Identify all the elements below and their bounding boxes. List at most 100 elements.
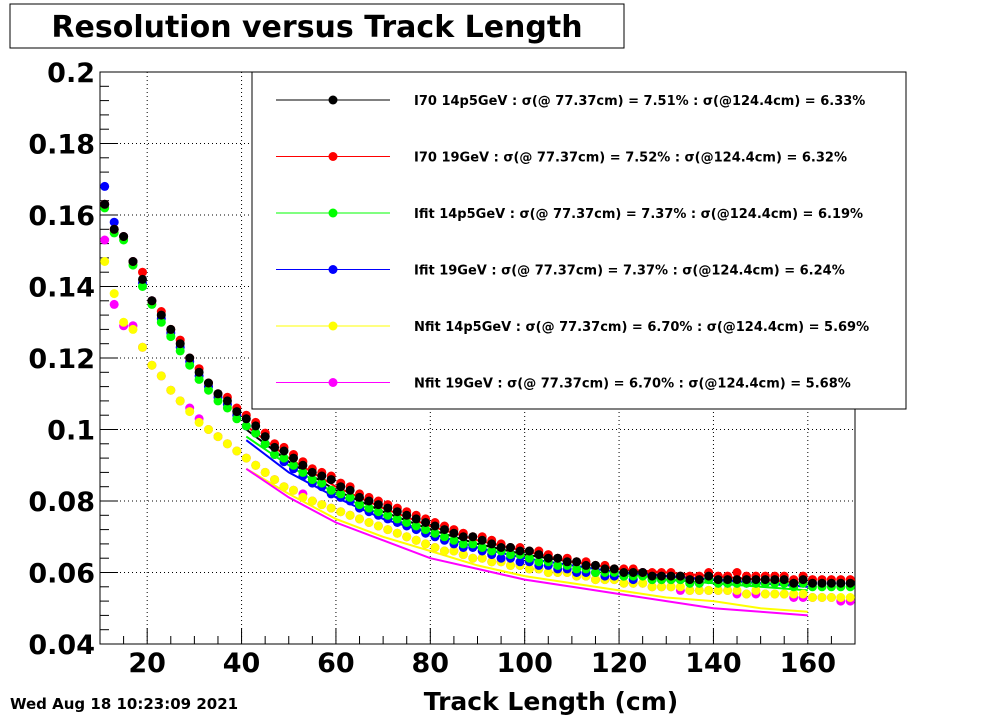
data-point — [241, 421, 251, 431]
data-point — [515, 546, 525, 556]
title-box — [9, 3, 625, 49]
data-point — [836, 578, 846, 588]
legend-marker — [328, 321, 338, 331]
data-point — [175, 346, 185, 356]
data-point — [241, 453, 251, 463]
data-point — [289, 460, 298, 470]
legend-marker — [328, 378, 338, 387]
data-point — [232, 446, 242, 456]
data-point — [194, 374, 204, 384]
y-tick-label: 0.1 — [47, 416, 95, 447]
data-point — [109, 217, 119, 227]
data-point — [779, 575, 789, 585]
data-point — [185, 353, 195, 363]
data-point — [468, 553, 478, 563]
data-point — [421, 518, 431, 527]
data-point — [298, 467, 308, 477]
data-point — [449, 535, 459, 545]
data-point — [204, 425, 213, 434]
data-point — [317, 471, 327, 481]
data-point — [279, 482, 289, 492]
data-point — [487, 546, 497, 556]
data-point — [506, 550, 515, 560]
data-point — [326, 503, 336, 513]
data-point — [458, 550, 468, 560]
x-tick-label: 120 — [591, 648, 647, 679]
data-point — [770, 589, 780, 599]
data-point — [477, 553, 487, 563]
data-point — [289, 485, 298, 495]
data-point — [119, 317, 129, 327]
data-point — [477, 535, 487, 545]
data-point — [402, 510, 412, 520]
legend-box — [251, 71, 907, 410]
data-point — [175, 396, 185, 406]
axes: 20 40 60 80 100 120 140 160 0.04 0.06 0.08 0.1 0.12 0… — [28, 58, 836, 679]
legend-label: Nfit 19GeV : σ(@ 77.37cm) = 6.70% : σ(@1… — [414, 377, 851, 392]
data-point — [600, 564, 610, 574]
data-point — [506, 543, 515, 552]
data-point — [138, 267, 147, 277]
legend-label: I70 19GeV : σ(@ 77.37cm) = 7.52% : σ(@12… — [414, 151, 847, 166]
data-point — [845, 578, 855, 588]
data-point — [345, 492, 355, 502]
data-point — [138, 282, 147, 291]
data-point — [270, 475, 280, 485]
data-point — [175, 339, 185, 349]
data-point — [581, 560, 591, 570]
data-point — [666, 582, 676, 592]
data-point — [392, 528, 402, 538]
data-point — [364, 518, 374, 527]
fit-curves — [245, 425, 808, 617]
data-point — [232, 407, 242, 417]
legend: I70 14p5GeV : σ(@ 77.37cm) = 7.51% : σ(@… — [251, 71, 907, 410]
data-point — [392, 514, 402, 524]
data-point — [638, 568, 648, 577]
data-point — [355, 492, 364, 502]
data-point — [591, 560, 600, 570]
data-point — [411, 521, 421, 531]
fit-curve — [245, 467, 808, 613]
data-point — [836, 593, 846, 602]
data-point — [251, 421, 261, 431]
data-point — [222, 396, 232, 406]
data-point — [572, 557, 582, 567]
data-point — [449, 528, 459, 538]
data-point — [213, 432, 223, 442]
data-point — [468, 539, 478, 549]
data-point — [355, 514, 364, 524]
data-point — [194, 367, 204, 377]
fit-curve — [245, 439, 808, 588]
data-point — [647, 582, 657, 592]
data-point — [355, 500, 364, 510]
data-point — [742, 589, 751, 599]
data-point — [156, 371, 166, 381]
data-point — [307, 475, 317, 485]
data-point — [411, 514, 421, 524]
data-point — [496, 553, 506, 563]
fit-curve — [245, 467, 808, 617]
data-point — [440, 525, 449, 535]
data-point — [657, 582, 666, 592]
data-point — [732, 568, 742, 577]
data-point — [307, 467, 317, 477]
data-point — [609, 564, 619, 574]
data-point — [826, 578, 836, 588]
data-point — [298, 492, 308, 502]
y-tick-label: 0.14 — [28, 273, 95, 304]
legend-label: Ifit 19GeV : σ(@ 77.37cm) = 7.37% : σ(@1… — [414, 264, 845, 279]
data-point — [128, 257, 138, 266]
data-point — [647, 571, 657, 581]
data-point — [723, 575, 733, 585]
data-point — [260, 439, 270, 449]
data-point — [138, 342, 147, 352]
data-point — [279, 446, 289, 456]
data-point — [345, 510, 355, 520]
data-point — [751, 585, 761, 595]
data-point — [666, 571, 676, 581]
data-point — [487, 539, 497, 549]
timestamp: Wed Aug 18 10:23:09 2021 — [10, 695, 238, 713]
data-point — [138, 274, 147, 284]
data-point — [562, 557, 572, 567]
